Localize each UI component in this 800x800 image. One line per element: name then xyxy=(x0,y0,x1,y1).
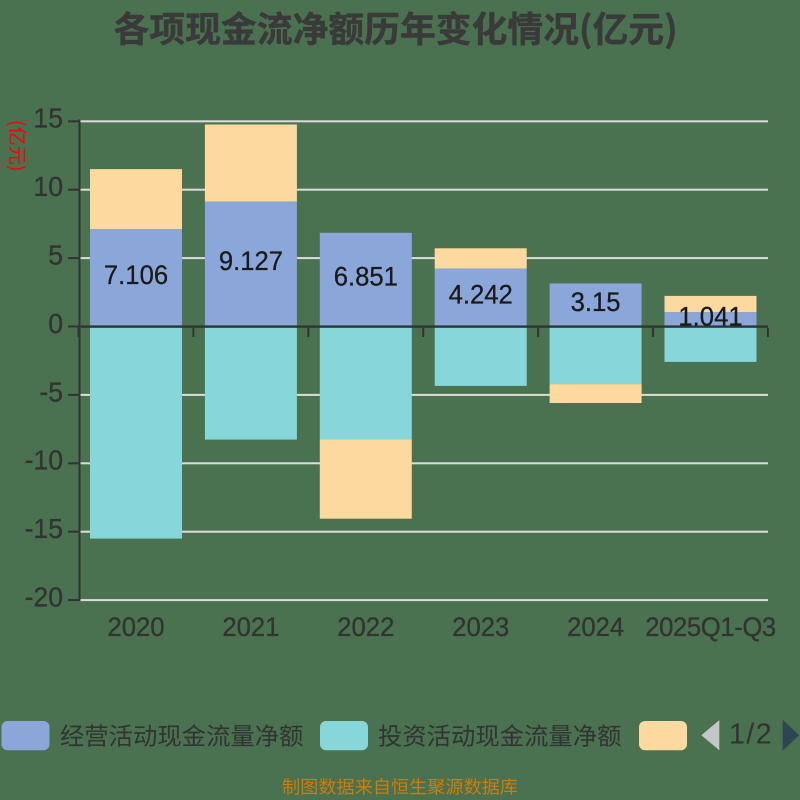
svg-text:-20: -20 xyxy=(25,581,63,613)
svg-text:9.127: 9.127 xyxy=(219,246,283,277)
svg-text:2020: 2020 xyxy=(107,611,164,642)
svg-text:15: 15 xyxy=(33,102,63,134)
svg-text:-5: -5 xyxy=(39,376,63,408)
svg-text:-10: -10 xyxy=(25,444,63,476)
svg-text:1.041: 1.041 xyxy=(678,301,742,332)
svg-text:2023: 2023 xyxy=(452,611,509,642)
svg-text:4.242: 4.242 xyxy=(449,279,513,310)
svg-text:-15: -15 xyxy=(25,512,63,544)
svg-text:6.851: 6.851 xyxy=(334,261,398,292)
svg-text:2024: 2024 xyxy=(567,611,624,642)
svg-text:1/2: 1/2 xyxy=(729,719,773,751)
svg-text:7.106: 7.106 xyxy=(104,259,168,290)
svg-text:2022: 2022 xyxy=(337,611,394,642)
svg-text:2021: 2021 xyxy=(222,611,279,642)
svg-text:5: 5 xyxy=(48,239,63,271)
svg-text:0: 0 xyxy=(48,307,63,339)
svg-text:10: 10 xyxy=(33,170,63,202)
svg-text:2025Q1-Q3: 2025Q1-Q3 xyxy=(645,611,776,642)
svg-text:3.15: 3.15 xyxy=(571,286,621,317)
